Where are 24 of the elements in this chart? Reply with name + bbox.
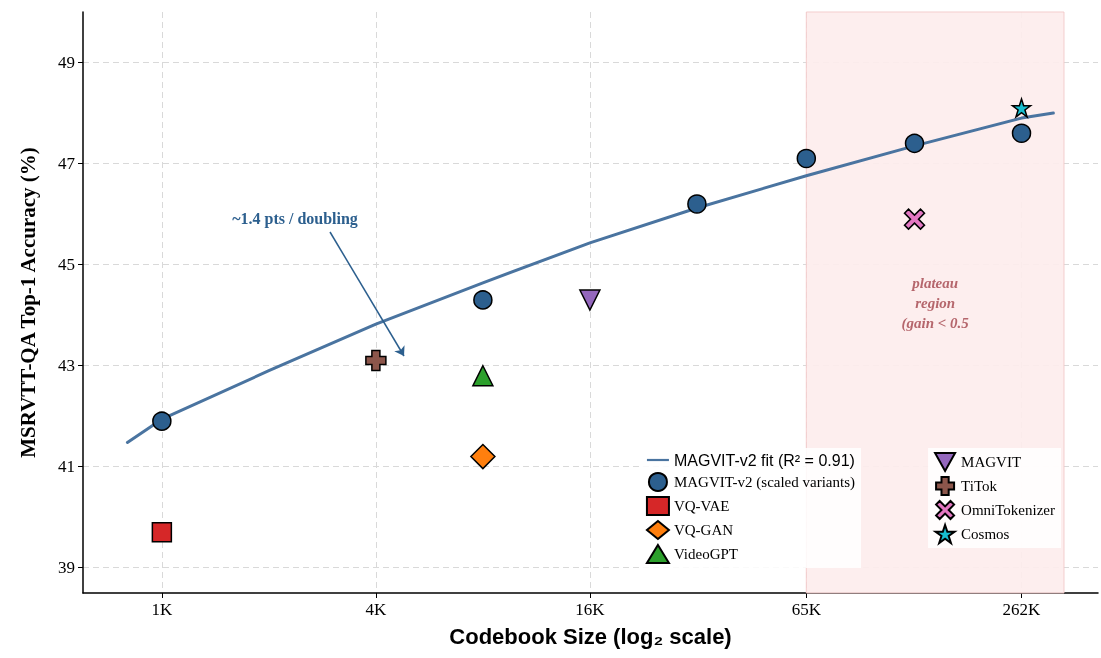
x-tick-label: 262K <box>1002 600 1042 619</box>
legend-label: MAGVIT-v2 (scaled variants) <box>673 474 855 491</box>
legend-label: MAGVIT-v2 fit (R² = 0.91) <box>673 451 855 469</box>
legend-label: OmniTokenizer <box>961 502 1055 518</box>
y-tick-label: 47 <box>58 154 76 174</box>
x-tick-label: 16K <box>575 600 606 619</box>
x-tick-label: 1K <box>151 600 173 619</box>
y-tick-label: 41 <box>58 457 75 477</box>
y-tick-label: 43 <box>58 356 75 376</box>
legend-label: TiTok <box>961 478 998 494</box>
legend-label: VideoGPT <box>673 546 739 562</box>
y-tick-label: 39 <box>58 558 75 578</box>
band-label: plateau region (gain < 0.5 <box>901 274 970 332</box>
x-tick-label: 65K <box>791 600 822 619</box>
legend-label: VQ-VAE <box>673 498 730 514</box>
y-axis-title: MSRVTT-QA Top-1 Accuracy (%) <box>15 147 40 458</box>
y-tick-label: 49 <box>58 53 75 73</box>
annotation: ~1.4 pts / doubling <box>232 209 358 228</box>
legend-label: VQ-GAN <box>673 522 734 538</box>
x-axis-title: Codebook Size (log₂ scale) <box>449 623 732 649</box>
y-tick-label: 45 <box>58 255 75 275</box>
x-tick-label: 4K <box>365 600 387 619</box>
legend-label: MAGVIT <box>961 454 1022 470</box>
legend-label: Cosmos <box>961 526 1010 542</box>
